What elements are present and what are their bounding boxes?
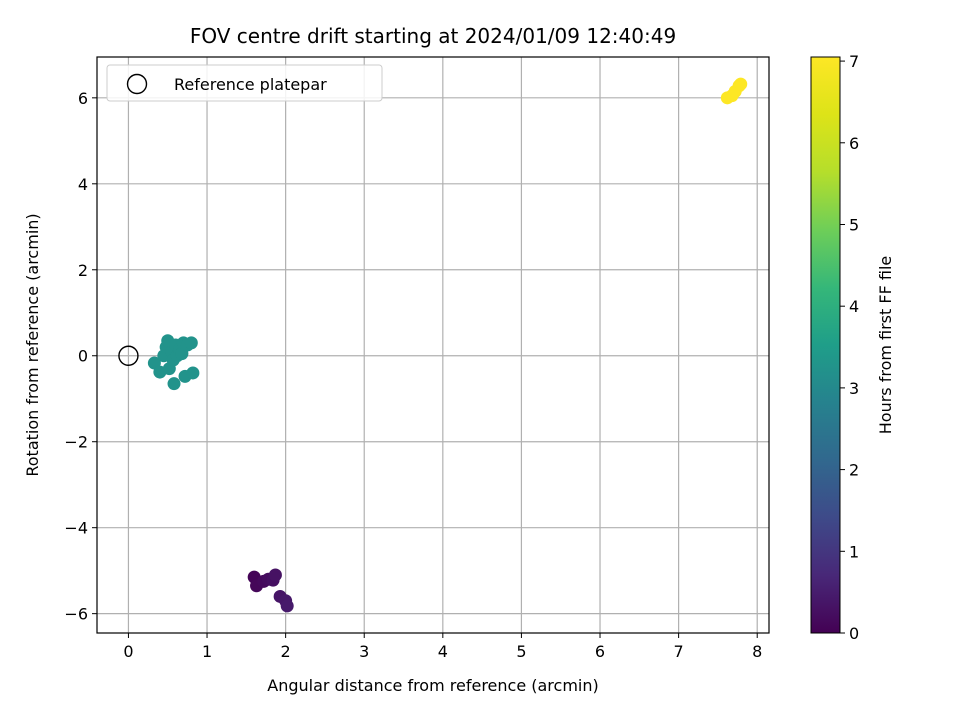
data-point [184,336,198,350]
x-tick-label: 3 [359,642,369,661]
x-tick-label: 8 [752,642,762,661]
colorbar-tick-label: 2 [849,461,859,480]
data-point [167,377,181,391]
colorbar-tick-label: 4 [849,297,859,316]
grid [97,57,769,633]
colorbar-tick-label: 0 [849,624,859,643]
y-ticks: −6 −4 −2 0 2 4 6 [64,89,97,624]
colorbar-tick-label: 3 [849,379,859,398]
y-axis-label: Rotation from reference (arcmin) [23,213,42,476]
colorbar-label: Hours from first FF file [876,256,895,435]
colorbar-tick-label: 5 [849,215,859,234]
colorbar-tick-label: 6 [849,134,859,153]
colorbar-ticks: 0 1 2 3 4 5 6 7 [840,52,859,643]
y-tick-label: 6 [78,89,88,108]
x-tick-label: 7 [674,642,684,661]
y-tick-label: −4 [64,519,88,538]
x-tick-label: 5 [516,642,526,661]
legend: Reference platepar [106,64,383,102]
plot-frame [96,56,770,634]
colorbar-tick-label: 7 [849,52,859,71]
x-tick-label: 0 [123,642,133,661]
y-tick-label: 4 [78,175,88,194]
legend-marker-icon [126,73,148,95]
legend-frame [106,64,383,102]
reference-layer [118,345,139,366]
colorbar-tick-label: 1 [849,542,859,561]
x-tick-label: 4 [438,642,448,661]
data-point [268,568,282,582]
x-ticks: 0 1 2 3 4 5 6 7 8 [123,633,762,661]
legend-entry-label: Reference platepar [174,75,327,94]
data-point [186,366,200,380]
x-axis-label: Angular distance from reference (arcmin) [267,676,598,695]
x-tick-label: 1 [202,642,212,661]
reference-platepar-marker [118,345,139,366]
y-tick-label: 0 [78,347,88,366]
data-point [734,77,748,91]
data-points [147,77,748,613]
data-point [280,599,294,613]
x-tick-label: 2 [281,642,291,661]
y-tick-label: −6 [64,605,88,624]
x-tick-label: 6 [595,642,605,661]
y-tick-label: −2 [64,433,88,452]
colorbar [810,56,841,634]
y-tick-label: 2 [78,261,88,280]
chart-title: FOV centre drift starting at 2024/01/09 … [190,24,676,48]
